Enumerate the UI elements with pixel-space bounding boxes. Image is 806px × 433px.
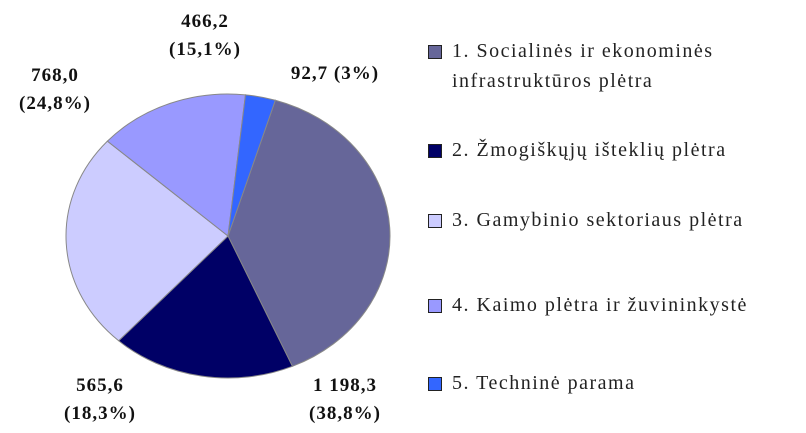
data-label: 565,6 (18,3%) [64,375,136,424]
legend-label: 5. Techninė parama [452,372,636,394]
legend-item: 3. Gamybinio sektoriaus plėtra [428,205,798,235]
pie-slice [65,140,229,342]
data-label: 466,2 (15,1%) [169,11,241,60]
legend-label: 2. Žmogiškųjų išteklių plėtra [452,139,727,161]
legend-swatch [428,144,442,158]
legend-label: 1. Socialinės ir ekonominės infrastruktū… [452,40,714,92]
pie-slice [227,99,391,367]
legend-swatch [428,299,442,313]
pie-slice [117,235,294,379]
data-label: 1 198,3 (38,8%) [309,375,381,424]
pie-slice [106,93,247,237]
data-label: 768,0 (24,8%) [19,65,91,114]
legend-item: 2. Žmogiškųjų išteklių plėtra [428,135,798,165]
legend-label: 4. Kaimo plėtra ir žuvininkystė [452,294,748,316]
legend-item: 4. Kaimo plėtra ir žuvininkystė [428,290,798,320]
legend-item: 5. Techninė parama [428,368,798,398]
legend-swatch [428,214,442,228]
pie-slice [227,94,277,237]
legend-swatch [428,45,442,59]
legend-item: 1. Socialinės ir ekonominės infrastruktū… [428,36,798,96]
legend-swatch [428,377,442,391]
data-label: 92,7 (3%) [290,63,380,84]
legend-label: 3. Gamybinio sektoriaus plėtra [452,209,744,231]
